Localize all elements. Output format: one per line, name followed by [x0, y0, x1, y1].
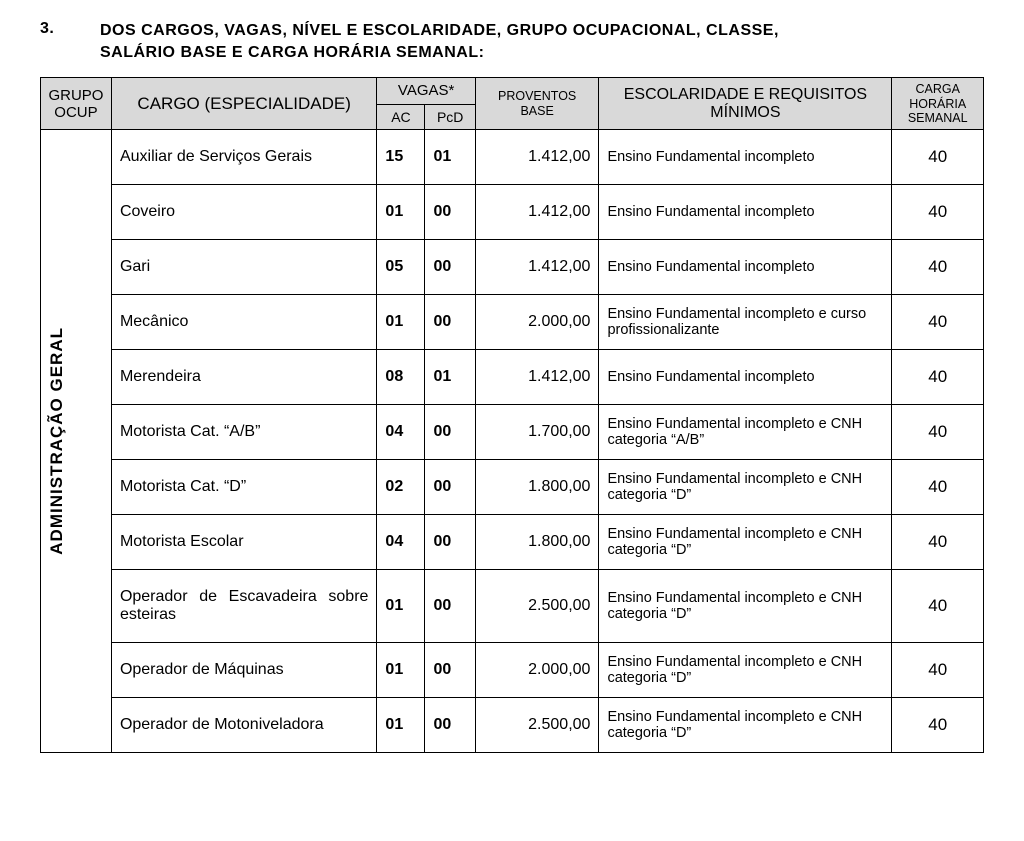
- carga-value: 40: [892, 295, 984, 350]
- table-row: Operador de Escavadeira sobre esteiras01…: [41, 570, 984, 643]
- pcd-value: 00: [425, 405, 475, 460]
- proventos-value: 1.412,00: [475, 130, 599, 185]
- cargo-value: Gari: [111, 240, 376, 295]
- ac-value: 01: [377, 185, 425, 240]
- table-row: ADMINISTRAÇÃO GERALAuxiliar de Serviços …: [41, 130, 984, 185]
- carga-value: 40: [892, 698, 984, 753]
- table-row: Operador de Máquinas01002.000,00Ensino F…: [41, 643, 984, 698]
- section-heading: 3. DOS CARGOS, VAGAS, NÍVEL E ESCOLARIDA…: [40, 20, 984, 63]
- escolaridade-value: Ensino Fundamental incompleto e CNH cate…: [599, 460, 892, 515]
- pcd-value: 00: [425, 295, 475, 350]
- carga-value: 40: [892, 515, 984, 570]
- ac-value: 05: [377, 240, 425, 295]
- carga-value: 40: [892, 185, 984, 240]
- cargos-table: GRUPO OCUP CARGO (ESPECIALIDADE) VAGAS* …: [40, 77, 984, 753]
- escolaridade-value: Ensino Fundamental incompleto: [599, 130, 892, 185]
- proventos-value: 2.000,00: [475, 295, 599, 350]
- ac-value: 01: [377, 698, 425, 753]
- cargo-value: Motorista Escolar: [111, 515, 376, 570]
- carga-value: 40: [892, 643, 984, 698]
- escolaridade-value: Ensino Fundamental incompleto e CNH cate…: [599, 405, 892, 460]
- table-row: Motorista Escolar04001.800,00Ensino Fund…: [41, 515, 984, 570]
- proventos-value: 1.700,00: [475, 405, 599, 460]
- table-row: Coveiro01001.412,00Ensino Fundamental in…: [41, 185, 984, 240]
- escolaridade-value: Ensino Fundamental incompleto e CNH cate…: [599, 698, 892, 753]
- col-carga: CARGA HORÁRIA SEMANAL: [892, 78, 984, 130]
- escolaridade-value: Ensino Fundamental incompleto: [599, 240, 892, 295]
- cargo-value: Coveiro: [111, 185, 376, 240]
- table-row: Motorista Cat. “D”02001.800,00Ensino Fun…: [41, 460, 984, 515]
- pcd-value: 00: [425, 185, 475, 240]
- ac-value: 01: [377, 295, 425, 350]
- table-row: Operador de Motoniveladora01002.500,00En…: [41, 698, 984, 753]
- heading-line-1: DOS CARGOS, VAGAS, NÍVEL E ESCOLARIDADE,…: [100, 22, 779, 39]
- proventos-value: 1.412,00: [475, 185, 599, 240]
- escolaridade-value: Ensino Fundamental incompleto e CNH cate…: [599, 515, 892, 570]
- heading-text: DOS CARGOS, VAGAS, NÍVEL E ESCOLARIDADE,…: [100, 20, 779, 63]
- table-header: GRUPO OCUP CARGO (ESPECIALIDADE) VAGAS* …: [41, 78, 984, 130]
- pcd-value: 00: [425, 515, 475, 570]
- table-row: Merendeira08011.412,00Ensino Fundamental…: [41, 350, 984, 405]
- col-escolaridade: ESCOLARIDADE E REQUISITOS MÍNIMOS: [599, 78, 892, 130]
- escolaridade-value: Ensino Fundamental incompleto: [599, 350, 892, 405]
- pcd-value: 01: [425, 350, 475, 405]
- carga-value: 40: [892, 350, 984, 405]
- escolaridade-value: Ensino Fundamental incompleto e CNH cate…: [599, 643, 892, 698]
- ac-value: 01: [377, 643, 425, 698]
- carga-value: 40: [892, 130, 984, 185]
- col-cargo: CARGO (ESPECIALIDADE): [111, 78, 376, 130]
- proventos-value: 1.412,00: [475, 240, 599, 295]
- pcd-value: 00: [425, 570, 475, 643]
- ac-value: 04: [377, 515, 425, 570]
- cargo-value: Operador de Escavadeira sobre esteiras: [111, 570, 376, 643]
- pcd-value: 00: [425, 698, 475, 753]
- ac-value: 02: [377, 460, 425, 515]
- carga-value: 40: [892, 460, 984, 515]
- cargo-value: Motorista Cat. “D”: [111, 460, 376, 515]
- carga-value: 40: [892, 570, 984, 643]
- cargo-value: Operador de Motoniveladora: [111, 698, 376, 753]
- ac-value: 15: [377, 130, 425, 185]
- pcd-value: 01: [425, 130, 475, 185]
- proventos-value: 2.000,00: [475, 643, 599, 698]
- proventos-value: 1.412,00: [475, 350, 599, 405]
- col-ac: AC: [377, 104, 425, 130]
- ac-value: 08: [377, 350, 425, 405]
- pcd-value: 00: [425, 240, 475, 295]
- table-row: Mecânico01002.000,00Ensino Fundamental i…: [41, 295, 984, 350]
- ac-value: 04: [377, 405, 425, 460]
- grupo-ocup-label: ADMINISTRAÇÃO GERAL: [47, 327, 67, 555]
- col-grupo: GRUPO OCUP: [41, 78, 112, 130]
- table-body: ADMINISTRAÇÃO GERAL Auxiliar de Serviços …: [41, 130, 984, 753]
- ac-value: 01: [377, 570, 425, 643]
- proventos-value: 2.500,00: [475, 570, 599, 643]
- grupo-ocup-cell: ADMINISTRAÇÃO GERAL: [41, 130, 112, 753]
- cargo-value: Merendeira: [111, 350, 376, 405]
- proventos-value: 2.500,00: [475, 698, 599, 753]
- heading-number: 3.: [40, 20, 100, 63]
- pcd-value: 00: [425, 460, 475, 515]
- cargo-value: Motorista Cat. “A/B”: [111, 405, 376, 460]
- cargo-value: Mecânico: [111, 295, 376, 350]
- carga-value: 40: [892, 240, 984, 295]
- cargo-value: Operador de Máquinas: [111, 643, 376, 698]
- col-vagas: VAGAS*: [377, 78, 475, 105]
- escolaridade-value: Ensino Fundamental incompleto e curso pr…: [599, 295, 892, 350]
- heading-line-2: SALÁRIO BASE E CARGA HORÁRIA SEMANAL:: [100, 44, 484, 61]
- carga-value: 40: [892, 405, 984, 460]
- proventos-value: 1.800,00: [475, 460, 599, 515]
- escolaridade-value: Ensino Fundamental incompleto e CNH cate…: [599, 570, 892, 643]
- escolaridade-value: Ensino Fundamental incompleto: [599, 185, 892, 240]
- table-row: Gari05001.412,00Ensino Fundamental incom…: [41, 240, 984, 295]
- cargo-value: Auxiliar de Serviços Gerais: [111, 130, 376, 185]
- pcd-value: 00: [425, 643, 475, 698]
- table-row: Motorista Cat. “A/B”04001.700,00Ensino F…: [41, 405, 984, 460]
- proventos-value: 1.800,00: [475, 515, 599, 570]
- col-proventos: PROVENTOS BASE: [475, 78, 599, 130]
- col-pcd: PcD: [425, 104, 475, 130]
